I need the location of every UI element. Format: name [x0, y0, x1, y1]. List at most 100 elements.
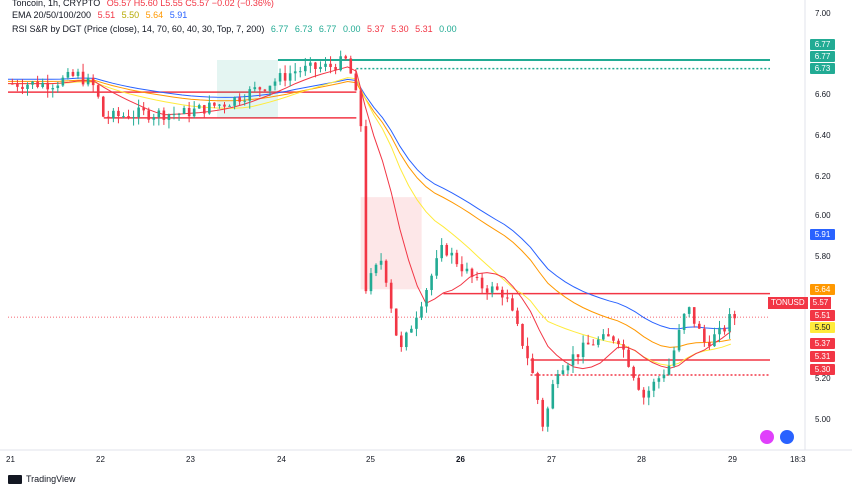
ema50-line	[8, 77, 731, 367]
candle-body	[96, 85, 100, 97]
candle-body	[46, 82, 50, 90]
candle-body	[541, 399, 545, 427]
time-tick: 23	[186, 455, 195, 464]
candle-body	[602, 334, 605, 340]
rsi-value-1: 6.77	[270, 24, 289, 34]
candle-body	[324, 63, 327, 67]
candle-body	[268, 85, 272, 91]
candle-body	[596, 339, 600, 345]
ema100-badge: 5.64	[810, 284, 835, 295]
candle-body	[500, 289, 504, 298]
candle-body	[733, 314, 736, 319]
candle-body	[617, 340, 620, 345]
candle-body	[652, 381, 656, 391]
ema-legend: EMA 20/50/100/200 5.51 5.50 5.64 5.91	[12, 9, 187, 21]
candle-body	[561, 370, 565, 375]
candle-body	[329, 63, 332, 68]
candle-body	[213, 102, 216, 106]
ema200-line	[8, 77, 731, 330]
ema20-value: 5.51	[97, 10, 116, 20]
candle-body	[389, 282, 393, 309]
candle-body	[536, 373, 539, 400]
lightning-icon[interactable]	[760, 430, 774, 444]
tradingview-mark-icon	[8, 474, 22, 484]
candle-body	[157, 110, 161, 118]
ema20-badge: 5.51	[810, 310, 835, 321]
rsi-value-4: 0.00	[342, 24, 361, 34]
candle-body	[708, 342, 711, 347]
candle-body	[480, 277, 484, 289]
time-tick: 27	[547, 455, 556, 464]
chart-corner-icons[interactable]	[760, 430, 794, 444]
candle-body	[506, 297, 509, 299]
candle-body	[91, 77, 95, 86]
ema200-value: 5.91	[169, 10, 188, 20]
price-tick: 6.00	[815, 211, 831, 220]
candle-body	[197, 105, 201, 109]
candle-body	[258, 87, 262, 90]
candle-body	[61, 77, 65, 86]
candle-body	[440, 244, 443, 259]
candle-body	[692, 307, 696, 324]
candle-body	[551, 384, 555, 409]
candle-body	[112, 110, 115, 119]
candle-body	[364, 126, 368, 292]
candle-body	[490, 286, 494, 293]
candle-body	[349, 58, 353, 74]
brand-name: TradingView	[26, 474, 76, 484]
rsi-value-3: 6.77	[318, 24, 337, 34]
candle-body	[465, 268, 469, 272]
rsi-params: (Price (close), 14, 70, 60, 40, 30, Top,…	[83, 24, 265, 34]
candle-body	[233, 97, 236, 106]
price-tick: 5.00	[815, 415, 831, 424]
candle-body	[521, 323, 524, 346]
time-tick: 18:3	[790, 455, 806, 464]
candle-body	[667, 365, 671, 375]
candle-body	[66, 71, 70, 78]
candle-body	[627, 349, 630, 367]
candle-body	[728, 314, 731, 332]
support-badge: 5.31	[810, 351, 835, 362]
candle-body	[127, 116, 130, 119]
candle-body	[516, 310, 519, 324]
symbol-line: Toncoin, 1h, CRYPTO	[12, 0, 101, 8]
candle-body	[511, 298, 514, 311]
candle-body	[202, 105, 206, 114]
time-tick: 26	[456, 455, 465, 464]
candle-body	[430, 275, 433, 290]
tradingview-logo[interactable]: TradingView	[8, 474, 76, 484]
candle-body	[470, 268, 474, 277]
price-tick: 5.20	[815, 374, 831, 383]
candle-body	[379, 260, 383, 265]
flag-icon[interactable]	[780, 430, 794, 444]
candle-body	[56, 85, 60, 89]
candle-body	[460, 264, 464, 272]
candle-body	[41, 82, 44, 87]
candle-body	[399, 335, 403, 348]
candle-body	[632, 366, 635, 378]
candle-body	[344, 56, 348, 59]
support-badge: 5.37	[810, 338, 835, 349]
candle-body	[228, 105, 231, 107]
candle-body	[556, 374, 560, 385]
candle-body	[172, 114, 176, 116]
candle-body	[177, 113, 181, 115]
candle-body	[31, 81, 34, 85]
candle-body	[283, 73, 287, 81]
candle-body	[71, 71, 75, 76]
candle-body	[86, 77, 90, 85]
candle-body	[546, 408, 550, 427]
rsi-value-5: 5.37	[367, 24, 385, 34]
resistance-badge: 6.77	[810, 51, 835, 62]
candle-body	[586, 342, 590, 345]
candle-body	[334, 67, 337, 71]
candle-body	[51, 88, 55, 90]
candle-body	[208, 102, 211, 114]
candle-body	[16, 83, 19, 87]
candle-body	[682, 313, 686, 331]
candle-body	[657, 378, 661, 382]
candle-body	[182, 108, 186, 114]
rsi-legend: RSI S&R by DGT (Price (close), 14, 70, 6…	[12, 23, 457, 35]
support-badge: 5.30	[810, 364, 835, 375]
